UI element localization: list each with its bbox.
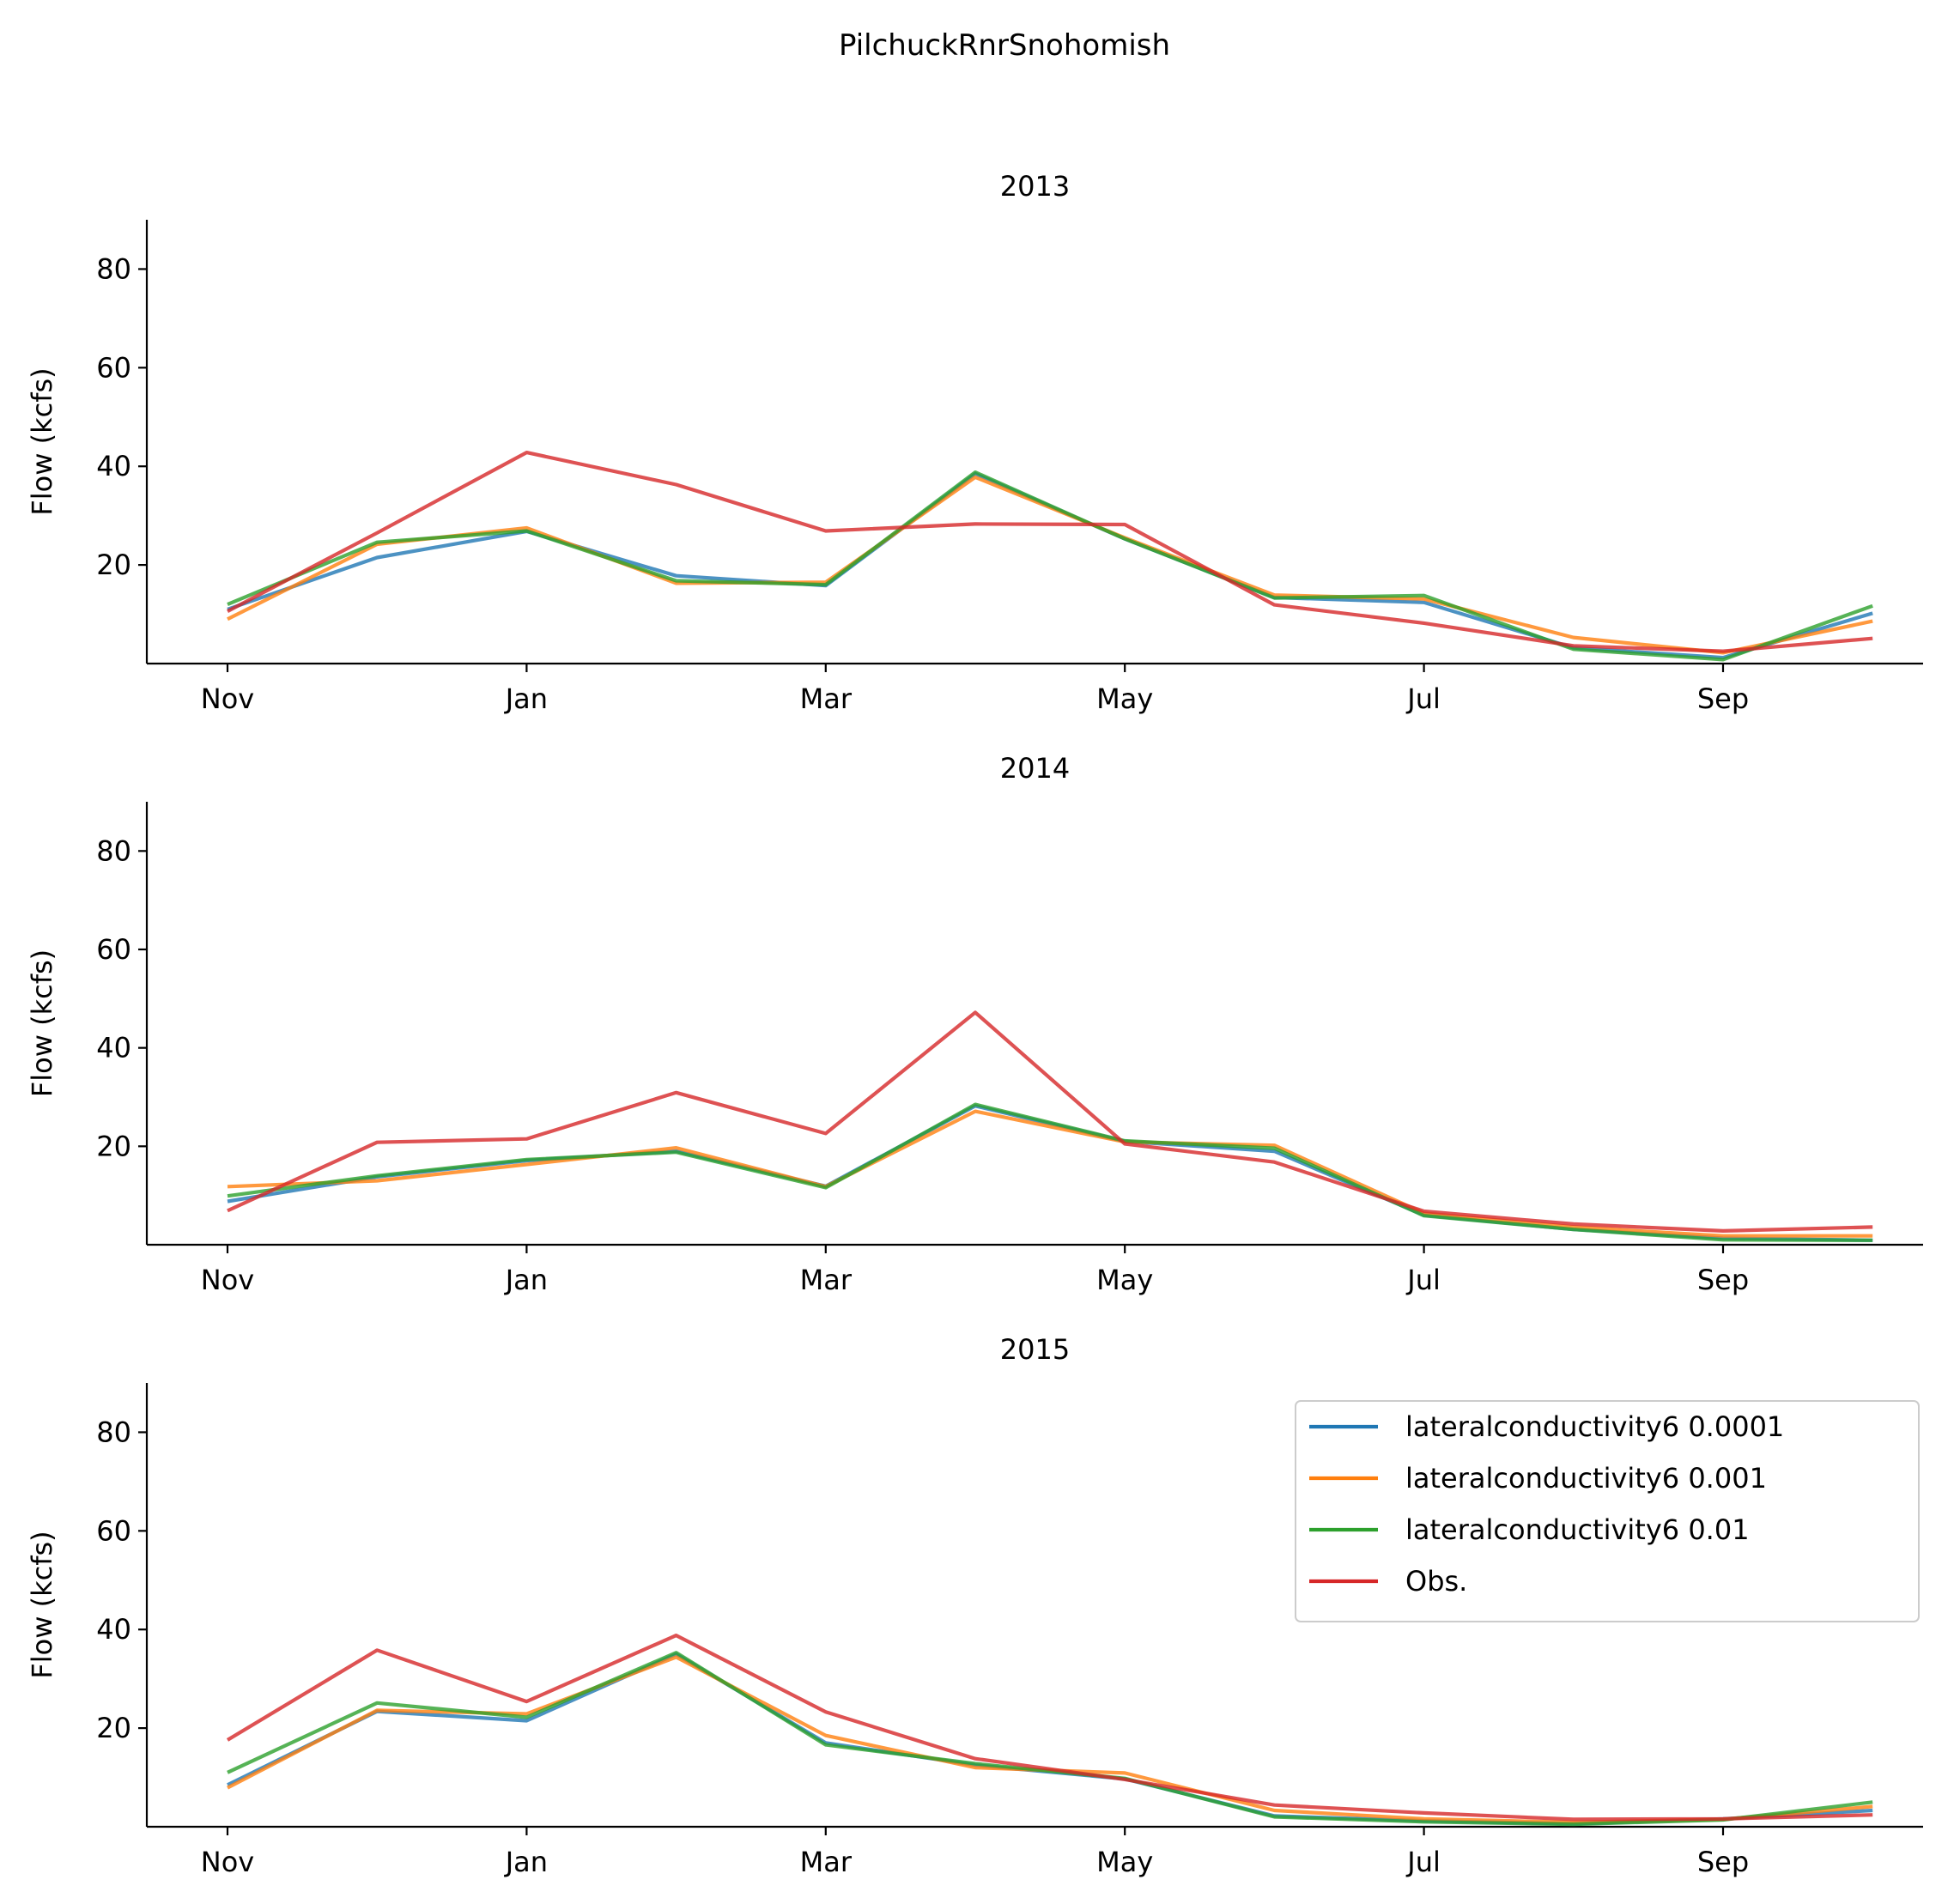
y-tick-label: 40 [96,1613,131,1646]
x-tick-label: Nov [201,682,254,715]
y-tick-label: 80 [96,1416,131,1448]
legend-label: lateralconductivity6 0.001 [1405,1462,1767,1495]
y-tick-label: 60 [96,933,131,966]
figure-title: PilchuckRnrSnohomish [839,28,1170,63]
x-tick-label: Sep [1697,1264,1749,1296]
y-axis-label: Flow (kcfs) [26,949,58,1097]
x-tick-label: May [1096,1846,1153,1878]
x-tick-label: Mar [800,1846,853,1878]
x-tick-label: Sep [1697,682,1749,715]
panel-title: 2013 [1000,170,1070,203]
y-tick-label: 40 [96,1032,131,1064]
legend-label: lateralconductivity6 0.0001 [1405,1410,1784,1443]
series-line [227,1010,1873,1234]
y-tick-label: 40 [96,450,131,482]
x-tick-label: Jan [504,682,548,715]
x-tick-label: Jul [1405,682,1441,715]
y-axis-label: Flow (kcfs) [26,1531,58,1678]
series-line [226,1633,1873,1822]
series-line [227,450,1873,653]
y-tick-label: 60 [96,351,131,384]
panel-title: 2014 [1000,752,1070,785]
panel-title: 2015 [1000,1333,1070,1366]
series-line [227,475,1873,655]
series-line [227,1109,1873,1238]
x-tick-label: Jan [504,1846,548,1878]
x-tick-label: Nov [201,1846,254,1878]
x-tick-label: Jul [1405,1264,1441,1296]
panels: 2013 20 40 60 80 Nov Jan Mar May Jul Sep Flow (kcfs… [26,170,1923,1878]
y-tick-label: 80 [96,252,131,285]
series-line [227,1651,1873,1827]
legend-box [1295,1400,1920,1622]
x-tick-label: Nov [201,1264,254,1296]
x-tick-label: Mar [800,1264,853,1296]
x-tick-label: Mar [800,682,853,715]
legend-label: lateralconductivity6 0.01 [1405,1513,1750,1546]
y-tick-label: 80 [96,834,131,867]
y-axis-label: Flow (kcfs) [26,367,58,515]
legend-label: Obs. [1405,1565,1467,1598]
y-tick-label: 20 [96,1130,131,1162]
x-tick-label: Sep [1697,1846,1749,1878]
series-line [227,471,1873,660]
y-tick-label: 20 [96,549,131,581]
x-tick-label: Jul [1405,1846,1441,1878]
y-tick-label: 20 [96,1712,131,1744]
series-line [227,1652,1873,1826]
series-line [227,470,1873,662]
x-tick-label: Jan [504,1264,548,1296]
y-tick-label: 60 [96,1514,131,1547]
x-tick-label: May [1096,1264,1153,1296]
x-tick-label: May [1096,682,1153,715]
series-line [227,1102,1873,1242]
